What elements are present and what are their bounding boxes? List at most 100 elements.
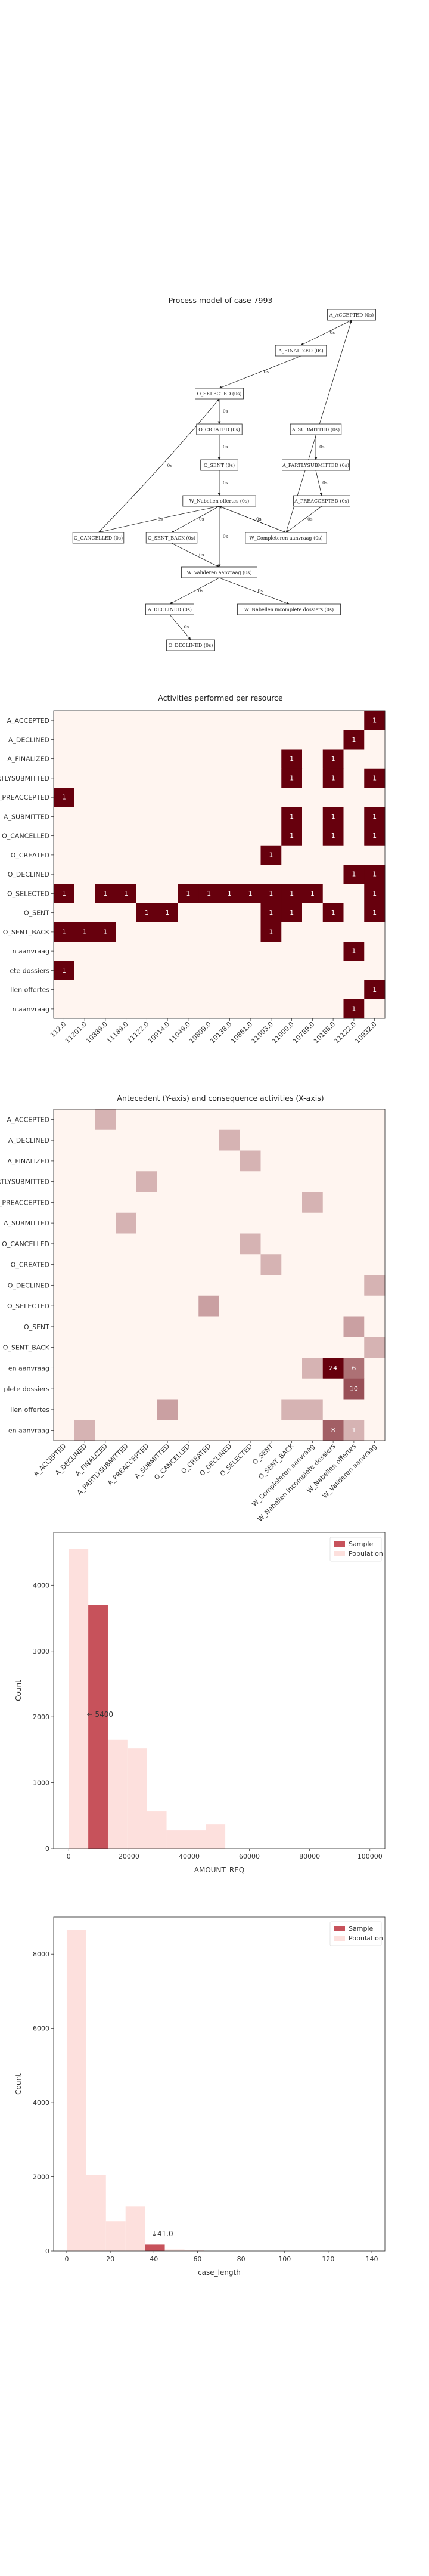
heatmap-col-label: 10861.0 [229,1020,254,1045]
heatmap-cell [198,711,220,730]
heatmap-cell-value: 1 [331,832,335,840]
heatmap-cell [240,768,261,788]
heatmap-cell [343,942,365,961]
heatmap-cell [54,980,75,1000]
heatmap-cell [54,711,75,730]
heatmap-cell [136,1129,158,1151]
heatmap-cell [260,865,282,884]
heatmap-cell [219,1420,241,1441]
process-edge [98,398,220,533]
heatmap-cell [198,1275,220,1296]
transition-heatmap-panel: Antecedent (Y-axis) and consequence acti… [0,1094,386,1523]
heatmap-cell [136,768,158,788]
heatmap-cell [54,845,75,865]
heatmap-col-label: 10809.0 [188,1020,212,1045]
heatmap-cell-value: 1 [372,832,377,840]
heatmap-cell [157,1399,178,1420]
heatmap-cell [157,826,178,846]
process-edge-label: 0s [158,516,163,522]
heatmap-cell-value: 1 [290,909,294,917]
heatmap-cell [322,1337,344,1358]
heatmap-cell [219,884,241,903]
heatmap-cell [260,1378,282,1400]
heatmap-cell [116,1109,137,1131]
heatmap-cell [116,1254,137,1275]
heatmap-cell [178,807,199,826]
heatmap-cell-value: 24 [329,1364,337,1372]
heatmap-cell [343,1275,365,1296]
heatmap-cell [74,1233,95,1255]
heatmap-cell [74,922,95,942]
heatmap-cell [240,903,261,923]
heatmap-row-labels: A_ACCEPTED A_DECLINED A_FINALIZED A_PARTLYS… [0,1116,54,1435]
process-edge-label: 0s [264,369,269,374]
heatmap-cell [219,1275,241,1296]
heatmap-cell [157,711,178,730]
heatmap-cell [322,826,344,846]
heatmap-cell [54,1295,75,1317]
heatmap-cell [240,1171,261,1193]
heatmap-cell [281,961,303,980]
heatmap-cell [302,1109,324,1131]
heatmap-cell [136,980,158,1000]
heatmap-row-label: en aanvraag [8,1364,49,1372]
heatmap-cell-value: 1 [372,813,377,821]
heatmap-cell [198,1233,220,1255]
heatmap-cell [322,1295,344,1317]
heatmap-cell [178,1358,199,1379]
heatmap-cell [302,1295,324,1317]
heatmap-cell [178,961,199,980]
heatmap-cell-value: 1 [103,890,107,897]
population-bar [125,2206,145,2251]
heatmap-cell [322,961,344,980]
heatmap-cell [116,1316,137,1337]
x-tick-label: 140 [366,2255,378,2263]
heatmap-cell [260,942,282,961]
heatmap-cell [281,942,303,961]
heatmap-cell [157,1275,178,1296]
heatmap-cell [136,1295,158,1317]
legend-swatch [334,1926,345,1931]
process-node-box [327,309,376,321]
heatmap-cell [198,942,220,961]
y-tick-label: 0 [45,1845,49,1853]
heatmap-row-label: plete dossiers [4,1385,49,1393]
heatmap-cell [136,749,158,769]
heatmap-cell [260,1233,282,1255]
heatmap-cell [240,961,261,980]
heatmap-cell [322,1399,344,1420]
heatmap-cell [54,922,75,942]
heatmap-cell [157,1254,178,1275]
heatmap-cell [260,845,282,865]
x-tick-label: 80 [237,2255,245,2263]
process-node-label: O_CANCELLED (0s) [74,535,123,541]
heatmap-cell [219,1399,241,1420]
heatmap-col-label: 10789.0 [291,1020,316,1045]
heatmap-cell [219,865,241,884]
process-edge-label: 0s [258,588,263,593]
heatmap-cell [260,922,282,942]
heatmap-cell [198,826,220,846]
heatmap-col-labels: 112.011201.010889.011189.011122.010914.0… [49,1018,378,1045]
heatmap-cell [322,1316,344,1337]
heatmap-col-label: 11122.0 [126,1020,150,1045]
heatmap-cell [74,1275,95,1296]
heatmap-cell [74,788,95,807]
heatmap-cell [281,1316,303,1337]
heatmap-cell-value: 1 [62,794,66,801]
heatmap-cell [198,961,220,980]
y-tick-label: 3000 [33,1648,49,1655]
process-node: A_FINALIZED (0s) [275,345,327,357]
process-edge-label: 0s [199,552,204,558]
heatmap-row-label: O_DECLINED [8,1281,49,1289]
heatmap-cell [198,807,220,826]
heatmap-cell [322,1192,344,1213]
heatmap-cell [364,826,386,846]
heatmap-cell-value: 1 [269,851,273,859]
heatmap-cell [219,1378,241,1400]
process-node-box [145,532,198,544]
heatmap-cell [136,1254,158,1275]
heatmap-cell [364,1337,386,1358]
heatmap-cell-value: 1 [290,774,294,782]
